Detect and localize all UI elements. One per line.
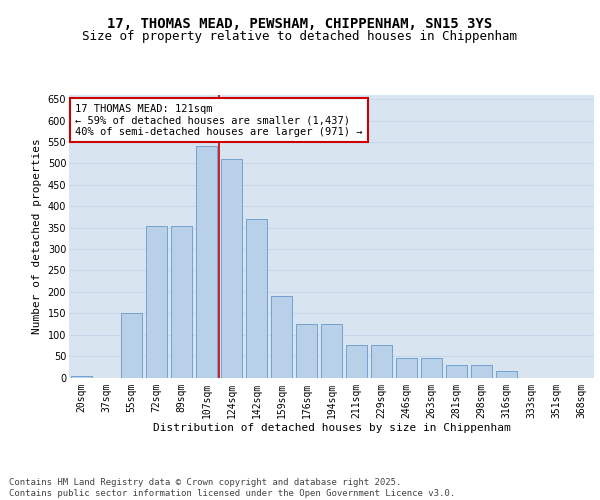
Text: Size of property relative to detached houses in Chippenham: Size of property relative to detached ho… — [83, 30, 517, 43]
Text: Contains HM Land Registry data © Crown copyright and database right 2025.
Contai: Contains HM Land Registry data © Crown c… — [9, 478, 455, 498]
Bar — [321, 324, 342, 378]
Bar — [346, 346, 367, 378]
Bar — [421, 358, 442, 378]
Bar — [396, 358, 417, 378]
Text: 17, THOMAS MEAD, PEWSHAM, CHIPPENHAM, SN15 3YS: 17, THOMAS MEAD, PEWSHAM, CHIPPENHAM, SN… — [107, 18, 493, 32]
Bar — [196, 146, 217, 378]
Bar — [221, 159, 242, 378]
X-axis label: Distribution of detached houses by size in Chippenham: Distribution of detached houses by size … — [152, 423, 511, 433]
Bar — [496, 371, 517, 378]
Text: 17 THOMAS MEAD: 121sqm
← 59% of detached houses are smaller (1,437)
40% of semi-: 17 THOMAS MEAD: 121sqm ← 59% of detached… — [75, 104, 363, 137]
Y-axis label: Number of detached properties: Number of detached properties — [32, 138, 42, 334]
Bar — [171, 226, 192, 378]
Bar — [271, 296, 292, 378]
Bar — [371, 346, 392, 378]
Bar — [121, 314, 142, 378]
Bar — [146, 226, 167, 378]
Bar — [246, 219, 267, 378]
Bar — [71, 376, 92, 378]
Bar — [296, 324, 317, 378]
Bar — [471, 364, 492, 378]
Bar — [446, 364, 467, 378]
